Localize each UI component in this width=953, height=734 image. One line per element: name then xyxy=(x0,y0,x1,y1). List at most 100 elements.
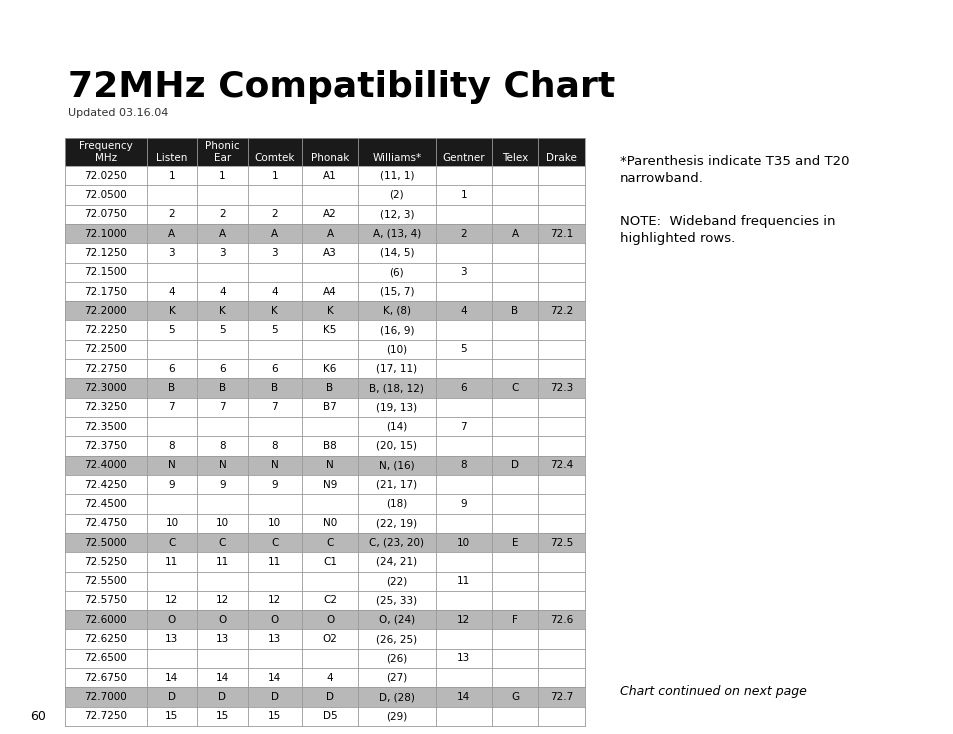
Text: 72.1250: 72.1250 xyxy=(84,248,127,258)
Text: (2): (2) xyxy=(389,190,404,200)
Text: (12, 3): (12, 3) xyxy=(379,209,414,219)
Text: 72.3750: 72.3750 xyxy=(84,441,127,451)
Text: K6: K6 xyxy=(323,364,336,374)
Text: B: B xyxy=(168,383,175,393)
Text: A: A xyxy=(218,228,226,239)
Text: 11: 11 xyxy=(165,557,178,567)
Text: 8: 8 xyxy=(219,441,226,451)
Text: E: E xyxy=(511,537,517,548)
Text: N0: N0 xyxy=(322,518,336,528)
Text: 72.7250: 72.7250 xyxy=(84,711,127,722)
Text: 13: 13 xyxy=(215,634,229,644)
Text: D, (28): D, (28) xyxy=(378,692,415,702)
Bar xyxy=(65,475,584,494)
Text: 2: 2 xyxy=(219,209,226,219)
Text: B, (18, 12): B, (18, 12) xyxy=(369,383,424,393)
Bar xyxy=(65,138,584,166)
Text: 14: 14 xyxy=(268,673,281,683)
Text: C2: C2 xyxy=(323,595,336,606)
Bar xyxy=(65,687,584,707)
Bar xyxy=(65,205,584,224)
Text: (10): (10) xyxy=(386,344,407,355)
Text: 72.4: 72.4 xyxy=(550,460,573,470)
Text: O2: O2 xyxy=(322,634,337,644)
Bar xyxy=(65,243,584,263)
Text: 72.6: 72.6 xyxy=(550,615,573,625)
Bar xyxy=(65,630,584,649)
Text: 4: 4 xyxy=(326,673,333,683)
Text: (11, 1): (11, 1) xyxy=(379,171,414,181)
Text: O: O xyxy=(326,615,334,625)
Bar xyxy=(65,340,584,359)
Text: D5: D5 xyxy=(322,711,337,722)
Text: (22, 19): (22, 19) xyxy=(375,518,417,528)
Text: (15, 7): (15, 7) xyxy=(379,286,414,297)
Bar xyxy=(65,572,584,591)
Text: (27): (27) xyxy=(386,673,407,683)
Text: G: G xyxy=(511,692,518,702)
Text: K, (8): K, (8) xyxy=(382,306,411,316)
Text: O, (24): O, (24) xyxy=(378,615,415,625)
Text: C: C xyxy=(218,537,226,548)
Text: D: D xyxy=(326,692,334,702)
Text: N9: N9 xyxy=(322,479,337,490)
Text: C1: C1 xyxy=(323,557,336,567)
Text: K: K xyxy=(169,306,175,316)
Text: (25, 33): (25, 33) xyxy=(375,595,417,606)
Text: 15: 15 xyxy=(165,711,178,722)
Text: 72.4500: 72.4500 xyxy=(84,499,127,509)
Text: (22): (22) xyxy=(386,576,407,586)
Text: 72.4750: 72.4750 xyxy=(84,518,127,528)
Text: 3: 3 xyxy=(169,248,175,258)
Text: (14): (14) xyxy=(386,422,407,432)
Bar xyxy=(65,610,584,630)
Text: 10: 10 xyxy=(215,518,229,528)
Text: A, (13, 4): A, (13, 4) xyxy=(373,228,420,239)
Text: 8: 8 xyxy=(460,460,467,470)
Text: 1: 1 xyxy=(219,171,226,181)
Text: 10: 10 xyxy=(268,518,281,528)
Text: 72.0250: 72.0250 xyxy=(84,171,127,181)
Text: 9: 9 xyxy=(169,479,175,490)
Text: 1: 1 xyxy=(272,171,278,181)
Text: (17, 11): (17, 11) xyxy=(375,364,417,374)
Text: 72MHz Compatibility Chart: 72MHz Compatibility Chart xyxy=(68,70,615,104)
Text: A3: A3 xyxy=(323,248,336,258)
Text: D: D xyxy=(218,692,226,702)
Text: 7: 7 xyxy=(460,422,467,432)
Text: 72.4250: 72.4250 xyxy=(84,479,127,490)
Bar xyxy=(65,494,584,514)
Text: B7: B7 xyxy=(323,402,336,413)
Bar xyxy=(65,552,584,572)
Text: C: C xyxy=(168,537,175,548)
Text: 72.2750: 72.2750 xyxy=(84,364,127,374)
Bar xyxy=(65,456,584,475)
Text: (20, 15): (20, 15) xyxy=(376,441,417,451)
Text: 12: 12 xyxy=(165,595,178,606)
Text: 6: 6 xyxy=(169,364,175,374)
Bar xyxy=(65,359,584,379)
Text: 6: 6 xyxy=(272,364,278,374)
Text: 1: 1 xyxy=(169,171,175,181)
Bar xyxy=(65,282,584,301)
Text: Chart continued on next page: Chart continued on next page xyxy=(619,685,806,698)
Text: K: K xyxy=(326,306,334,316)
Bar xyxy=(65,166,584,185)
Text: A: A xyxy=(326,228,334,239)
Text: (24, 21): (24, 21) xyxy=(375,557,417,567)
Text: 13: 13 xyxy=(456,653,470,664)
Text: Drake: Drake xyxy=(546,153,577,163)
Text: (21, 17): (21, 17) xyxy=(375,479,417,490)
Text: D: D xyxy=(168,692,175,702)
Bar xyxy=(65,707,584,726)
Text: B: B xyxy=(511,306,518,316)
Text: Comtek: Comtek xyxy=(254,153,294,163)
Text: 9: 9 xyxy=(219,479,226,490)
Text: 2: 2 xyxy=(460,228,467,239)
Text: 3: 3 xyxy=(272,248,278,258)
Bar xyxy=(65,417,584,436)
Text: O: O xyxy=(168,615,175,625)
Text: B8: B8 xyxy=(323,441,336,451)
Text: 60: 60 xyxy=(30,710,46,723)
Bar xyxy=(65,263,584,282)
